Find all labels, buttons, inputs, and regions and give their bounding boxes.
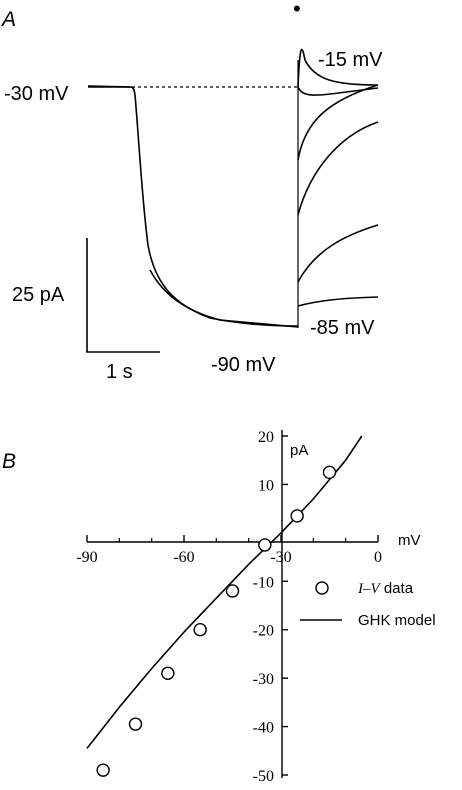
ghk-model-curve [86, 435, 363, 749]
legend: I–V data GHK model [300, 580, 436, 629]
y-tick-label: -30 [253, 671, 274, 688]
panel-b-label: B [2, 450, 16, 473]
panel-a: A -30 mV -15 mV -85 mV -90 mV • 25 pA 1 … [0, 0, 383, 383]
x-axis-ticks: -90 -60 -30 0 [76, 535, 382, 566]
x-tick-label: -60 [173, 549, 194, 566]
iv-data-point [193, 623, 207, 637]
top-trace-label: -15 mV [318, 49, 383, 71]
current-trace-noise [87, 85, 299, 328]
iv-data-point [322, 465, 337, 480]
legend-data-marker [315, 581, 329, 595]
iv-data-point [128, 717, 143, 731]
x-tick-label: -30 [270, 549, 291, 566]
current-trace-step [88, 86, 299, 327]
y-tick-label: 10 [258, 477, 274, 494]
tail-trace-3 [297, 84, 379, 161]
y-tick-label: -50 [253, 768, 274, 785]
tail-trace-1 [297, 48, 379, 88]
iv-data-point [290, 509, 304, 523]
x-tick-label: -90 [76, 549, 97, 566]
stimulus-marker: • [293, 0, 301, 21]
iv-data-point [225, 584, 240, 598]
x-tick-label: 0 [374, 549, 382, 566]
legend-data-label: I–V data [357, 580, 414, 597]
scale-bar [86, 238, 160, 353]
tail-trace-4 [297, 121, 379, 216]
panel-b: B -90 -60 -30 0 20 10 -10 -20 -30 -40 -50 mV pA I… [2, 429, 436, 785]
y-axis-ticks: 20 10 -10 -20 -30 -40 -50 [253, 429, 288, 785]
y-tick-label: -40 [253, 720, 274, 737]
y-axis-label: pA [290, 442, 308, 459]
iv-data-point [258, 538, 272, 552]
legend-model-label: GHK model [358, 612, 436, 629]
scale-bar-time-label: 1 s [106, 361, 133, 383]
y-tick-label: -20 [253, 623, 274, 640]
tail-trace-5 [297, 224, 379, 283]
panel-a-label: A [0, 8, 16, 31]
bottom-trace-label: -85 mV [310, 317, 375, 339]
tail-trace-6 [297, 296, 379, 307]
scale-bar-current-label: 25 pA [12, 284, 65, 306]
iv-data-points [96, 465, 337, 777]
step-potential-label: -90 mV [211, 354, 276, 376]
y-tick-label: -10 [253, 574, 274, 591]
iv-data-point [161, 666, 175, 680]
y-tick-label: 20 [258, 429, 274, 446]
x-axis-label: mV [398, 532, 421, 549]
holding-potential-label: -30 mV [4, 83, 69, 105]
iv-data-point [96, 763, 110, 777]
